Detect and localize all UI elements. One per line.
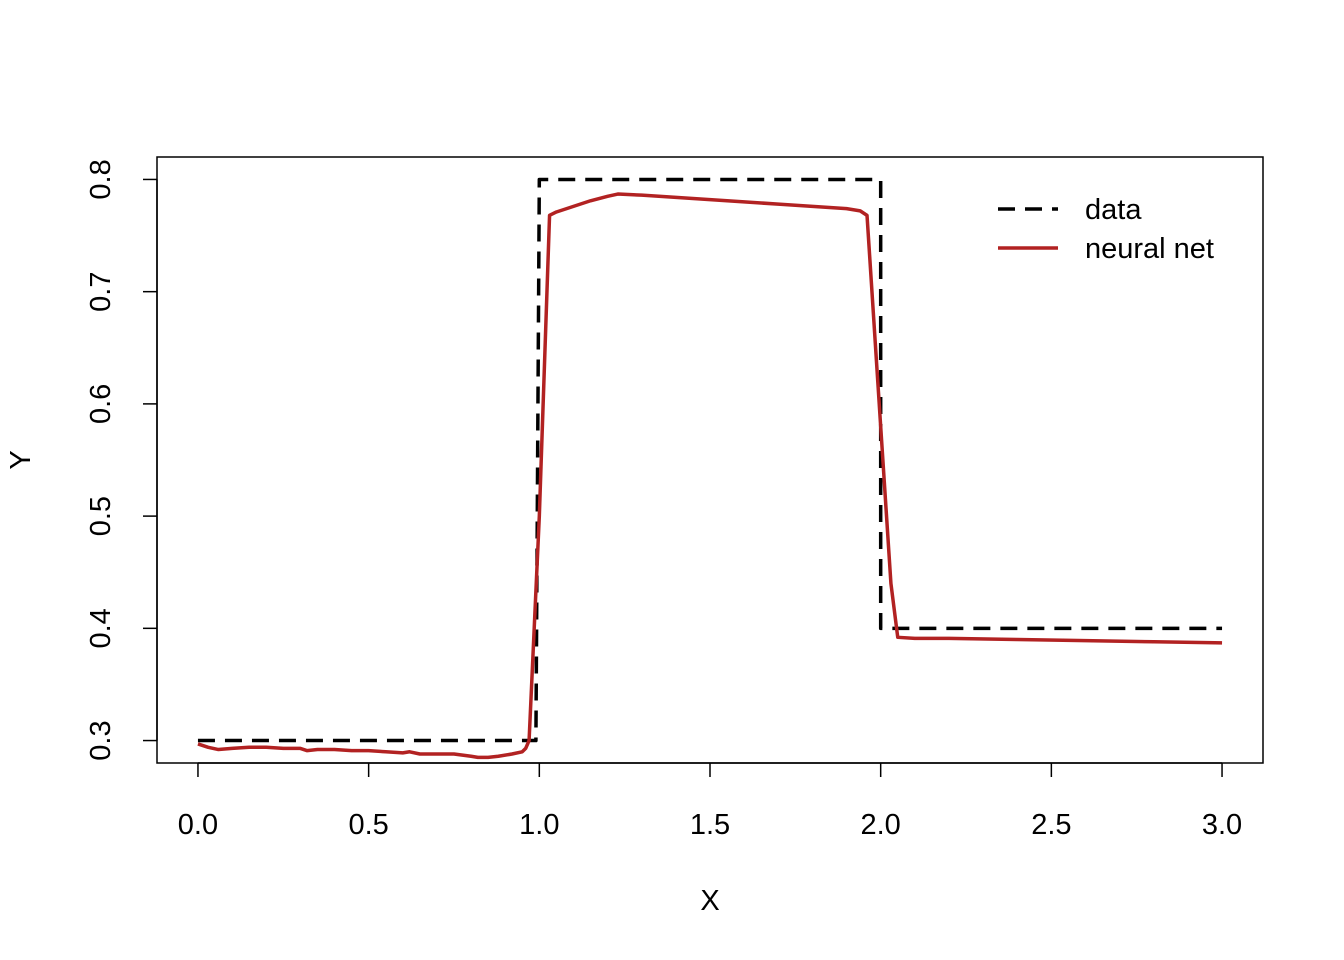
y-tick-label: 0.5 — [85, 496, 117, 536]
x-tick-label: 3.0 — [1202, 809, 1242, 841]
x-tick-label: 0.0 — [178, 809, 218, 841]
series-line-neural-net — [197, 192, 1223, 760]
series-layer — [197, 177, 1223, 760]
x-tick-label: 0.5 — [348, 809, 388, 841]
y-tick-label: 0.7 — [85, 272, 117, 312]
y-tick-label: 0.8 — [85, 159, 117, 199]
legend-label: data — [1085, 194, 1142, 226]
y-tick-label: 0.6 — [85, 384, 117, 424]
x-axis: 0.0 0.5 1.0 1.5 2.0 2.5 3.0 — [178, 762, 1242, 841]
series-line-data — [197, 177, 1223, 743]
legend: data neural net — [998, 194, 1214, 265]
y-tick-label: 0.3 — [85, 720, 117, 760]
x-tick-label: 1.5 — [690, 809, 730, 841]
x-tick-label: 2.0 — [861, 809, 901, 841]
y-axis: 0.3 0.4 0.5 0.6 0.7 0.8 — [85, 159, 158, 761]
x-tick-label: 2.5 — [1031, 809, 1071, 841]
legend-label: neural net — [1085, 233, 1214, 265]
x-tick-label: 1.0 — [519, 809, 559, 841]
y-axis-label: Y — [5, 450, 37, 469]
x-axis-label: X — [700, 885, 719, 917]
y-tick-label: 0.4 — [85, 608, 117, 648]
